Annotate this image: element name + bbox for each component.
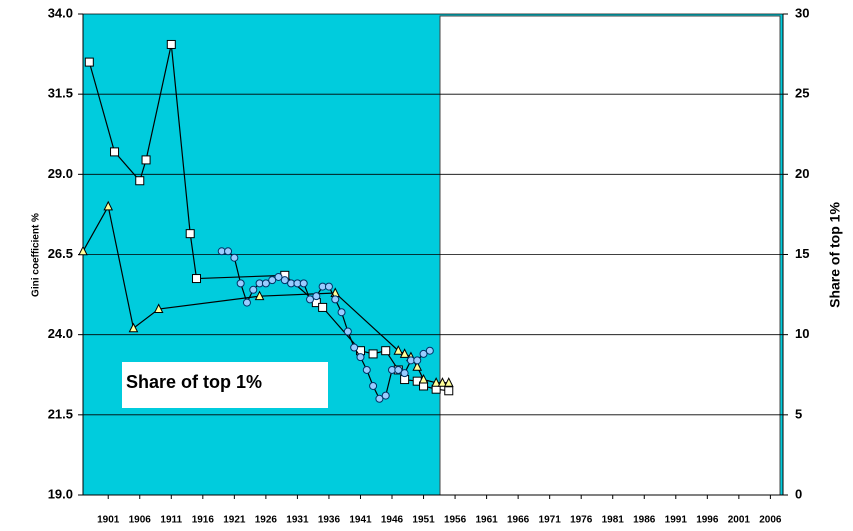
x-tick-label: 1926 (255, 515, 278, 526)
x-tick-label: 1966 (507, 515, 530, 526)
blank-panel (439, 15, 781, 496)
square-marker (135, 176, 145, 186)
triangle-marker (431, 377, 441, 387)
circle-marker (299, 279, 308, 288)
circle-marker (400, 369, 409, 378)
square-marker (381, 346, 391, 356)
circle-marker (375, 394, 384, 403)
x-tick-label: 1991 (665, 515, 688, 526)
circle-marker (362, 365, 371, 374)
triangle-marker (399, 348, 410, 358)
x-tick-label: 1936 (318, 515, 341, 526)
circle-marker (356, 353, 365, 362)
circle-marker (274, 272, 283, 281)
triangle-marker (412, 361, 423, 371)
y-tick-label: 31.5 (48, 86, 73, 101)
circle-marker (324, 282, 333, 291)
y2-tick-label: 25 (795, 86, 809, 101)
x-tick-label: 1996 (696, 515, 719, 526)
x-tick-label: 1921 (223, 515, 246, 526)
square-marker (318, 302, 328, 312)
x-tick-label: 1916 (192, 515, 215, 526)
triangle-marker (153, 303, 164, 314)
x-tick-label: 1976 (570, 515, 593, 526)
x-tick-label: 1981 (602, 515, 625, 526)
circle-marker (249, 285, 258, 294)
x-tick-label: 1951 (412, 515, 435, 526)
x-tick-label: 1946 (381, 515, 404, 526)
y2-tick-label: 5 (795, 406, 802, 421)
circle-marker (425, 346, 434, 355)
circle-marker (381, 391, 390, 400)
marks (78, 39, 454, 403)
y-tick-label: 24.0 (48, 326, 73, 341)
square-marker (368, 349, 378, 359)
x-tick-label: 1901 (97, 515, 120, 526)
circle-marker (224, 247, 233, 256)
circle-marker (394, 365, 403, 374)
circle-marker (331, 295, 340, 304)
x-tick-label: 1961 (475, 515, 498, 526)
triangle-marker (393, 345, 404, 355)
annotation-box (122, 362, 328, 408)
circle-marker (306, 295, 315, 304)
y2-tick-label: 10 (795, 326, 809, 341)
x-tick-label: 1956 (444, 515, 467, 526)
square-marker (141, 155, 151, 165)
y-tick-label: 21.5 (48, 406, 73, 421)
y-axis-label: Gini coefficient % (31, 213, 42, 297)
x-tick-label: 2006 (759, 515, 782, 526)
x-tick-label: 1971 (539, 515, 562, 526)
y2-tick-label: 30 (795, 5, 809, 20)
circle-marker (236, 279, 245, 288)
circle-marker (350, 343, 359, 352)
y2-tick-label: 0 (795, 486, 802, 501)
circle-marker (419, 349, 428, 358)
triangle-marker (437, 377, 448, 387)
square-marker (192, 274, 202, 284)
y-tick-label: 34.0 (48, 5, 73, 20)
circle-marker (280, 276, 289, 285)
circle-marker (268, 276, 277, 285)
square-marker (110, 147, 120, 157)
triangle-marker (254, 290, 265, 301)
x-tick-label: 1931 (286, 515, 309, 526)
triangle-marker (128, 322, 139, 333)
annotation: Share of top 1% (126, 372, 262, 392)
y-tick-label: 19.0 (48, 486, 73, 501)
y2-tick-label: 15 (795, 246, 809, 261)
triangle-marker (443, 377, 454, 387)
x-tick-label: 2001 (728, 515, 751, 526)
circle-marker (343, 327, 352, 336)
circle-marker (369, 381, 378, 390)
square-marker (444, 386, 454, 396)
triangle-marker (103, 200, 114, 211)
x-tick-label: 1986 (633, 515, 656, 526)
square-marker (166, 39, 176, 49)
circle-marker (230, 253, 239, 262)
circle-marker (261, 279, 270, 288)
y-tick-label: 26.5 (48, 246, 73, 261)
square-marker (84, 57, 94, 67)
circle-marker (242, 298, 251, 307)
y2-tick-label: 20 (795, 166, 809, 181)
y2-axis-label: Share of top 1% (827, 202, 843, 308)
y-tick-label: 29.0 (48, 166, 73, 181)
circle-marker (337, 308, 346, 317)
square-marker (185, 229, 195, 239)
triangle-marker (418, 373, 429, 384)
x-tick-label: 1941 (349, 515, 372, 526)
triangle-marker (78, 245, 88, 256)
x-tick-label: 1906 (129, 515, 152, 526)
x-tick-label: 1911 (160, 515, 182, 526)
circle-marker (413, 356, 422, 365)
circle-marker (312, 292, 321, 301)
